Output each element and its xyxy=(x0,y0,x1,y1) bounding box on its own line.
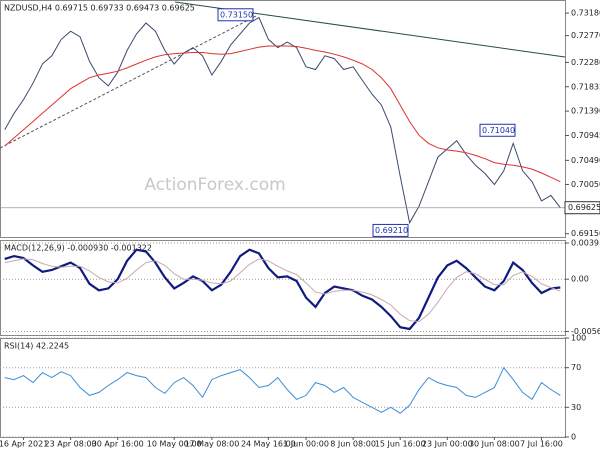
x-tick-label: 23 Jun 00:00 xyxy=(422,440,473,449)
x-tick-label: 24 May 16:00 xyxy=(241,440,296,449)
x-tick-label: 7 Jul 16:00 xyxy=(520,440,563,449)
annotation-box xyxy=(372,223,409,237)
trend-line-dashed xyxy=(0,14,259,149)
y-tick-label: -0.005674 xyxy=(571,327,600,336)
annotation-label: 0.71040 xyxy=(482,126,515,135)
annotation-label: 0.73150 xyxy=(220,10,253,19)
x-tick-label: 30 Jun 08:00 xyxy=(469,440,520,449)
x-tick-label: 23 Apr 08:00 xyxy=(45,440,97,449)
annotation-label: 0.69210 xyxy=(375,226,408,235)
annotation-box xyxy=(479,123,516,137)
panel-title: RSI(14) 42.2245 xyxy=(4,342,69,351)
watermark: ActionForex.com xyxy=(144,175,285,195)
panel-frame xyxy=(0,0,566,238)
annotation-box xyxy=(217,8,254,22)
x-tick-label: 16 Apr 2021 xyxy=(0,440,48,449)
x-tick-label: 30 Apr 16:00 xyxy=(92,440,144,449)
y-tick-label: 0.00 xyxy=(571,275,589,284)
last-price-box xyxy=(564,201,600,215)
series-line xyxy=(4,366,561,414)
y-tick-label: 100 xyxy=(571,334,586,343)
x-tick-label: 10 May 00:00 xyxy=(147,440,202,449)
panel-title: NZDUSD,H4 0.69715 0.69733 0.69473 0.6962… xyxy=(4,4,195,13)
panel-title: MACD(12,26,9) -0.000930 -0.001322 xyxy=(4,244,152,253)
y-tick-label: 0.69150 xyxy=(571,229,600,238)
last-price-label: 0.69625 xyxy=(568,203,600,212)
y-tick-label: 0.71835 xyxy=(571,82,600,91)
panel-frame xyxy=(0,240,566,336)
series-line xyxy=(4,248,561,331)
x-tick-label: 1 Jun 00:00 xyxy=(283,440,329,449)
x-tick-label: 15 Jun 16:00 xyxy=(375,440,426,449)
x-tick-label: 8 Jun 08:00 xyxy=(330,440,376,449)
series-line xyxy=(4,258,561,323)
y-tick-label: 30 xyxy=(571,403,581,412)
y-tick-label: 0.003918 xyxy=(571,239,600,248)
y-tick-label: 0.70945 xyxy=(571,131,600,140)
x-tick-label: 17 May 08:00 xyxy=(184,440,239,449)
y-tick-label: 0 xyxy=(571,433,576,442)
series-line xyxy=(4,45,561,183)
y-tick-label: 70 xyxy=(571,363,581,372)
